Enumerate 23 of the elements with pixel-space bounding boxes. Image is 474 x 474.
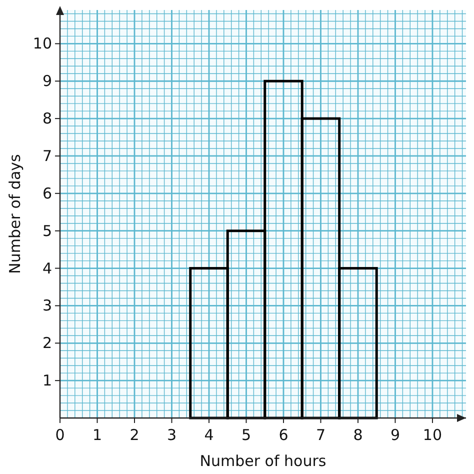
x-tick-label: 8 (353, 426, 363, 444)
y-tick-label: 10 (32, 34, 52, 53)
x-tick-label: 6 (278, 426, 288, 444)
x-tick-label: 3 (166, 426, 177, 444)
x-tick-label: 10 (422, 426, 442, 444)
x-tick-label: 1 (92, 426, 102, 444)
y-tick-label: 4 (42, 259, 52, 278)
y-tick-label: 9 (42, 72, 52, 90)
x-tick-label: 7 (316, 426, 326, 444)
y-tick-label: 1 (42, 372, 52, 390)
y-tick-label: 2 (42, 334, 52, 352)
y-tick-label: 3 (42, 296, 52, 315)
y-axis-title: Number of days (6, 154, 24, 274)
y-tick-label: 7 (42, 146, 52, 165)
x-tick-label: 9 (390, 426, 400, 444)
x-axis-title: Number of hours (200, 452, 326, 470)
x-tick-label: 5 (241, 426, 252, 444)
x-tick-label: 4 (204, 426, 214, 444)
y-tick-label: 8 (42, 110, 52, 128)
x-tick-label: 2 (130, 426, 140, 444)
y-tick-label: 5 (42, 222, 52, 240)
x-tick-label: 0 (55, 426, 65, 444)
y-tick-label: 6 (42, 184, 52, 202)
